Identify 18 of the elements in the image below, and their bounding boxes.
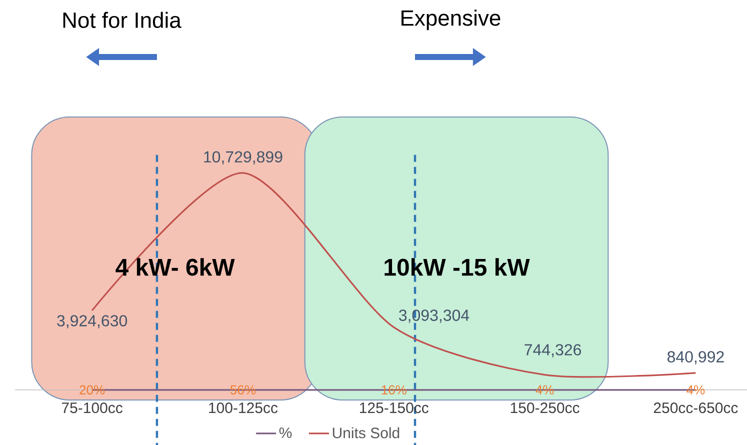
- data-label: 744,326: [524, 344, 582, 358]
- annotation: 10kW -15 kW: [384, 258, 530, 276]
- x-tick-label: 125-150cc: [360, 402, 428, 414]
- data-label: 4%: [686, 385, 705, 394]
- annotation: 4 kW- 6kW: [116, 258, 235, 276]
- data-label: 20%: [80, 385, 105, 394]
- data-label: 3,924,630: [57, 315, 128, 328]
- x-tick-label: 100-125cc: [209, 402, 278, 414]
- data-label: 10,729,899: [204, 151, 282, 164]
- x-tick-label: 250cc-650cc: [654, 402, 738, 414]
- x-tick-label: 75-100cc: [62, 402, 123, 414]
- text: Expensive: [402, 10, 500, 30]
- text: Not for India: [63, 12, 182, 28]
- x-tick-label: 150-250cc: [510, 402, 580, 414]
- legend-label: %: [279, 427, 292, 438]
- legend-label: Units Sold: [332, 427, 400, 438]
- data-label: 3,093,304: [399, 310, 470, 323]
- data-label: 840,992: [667, 351, 724, 364]
